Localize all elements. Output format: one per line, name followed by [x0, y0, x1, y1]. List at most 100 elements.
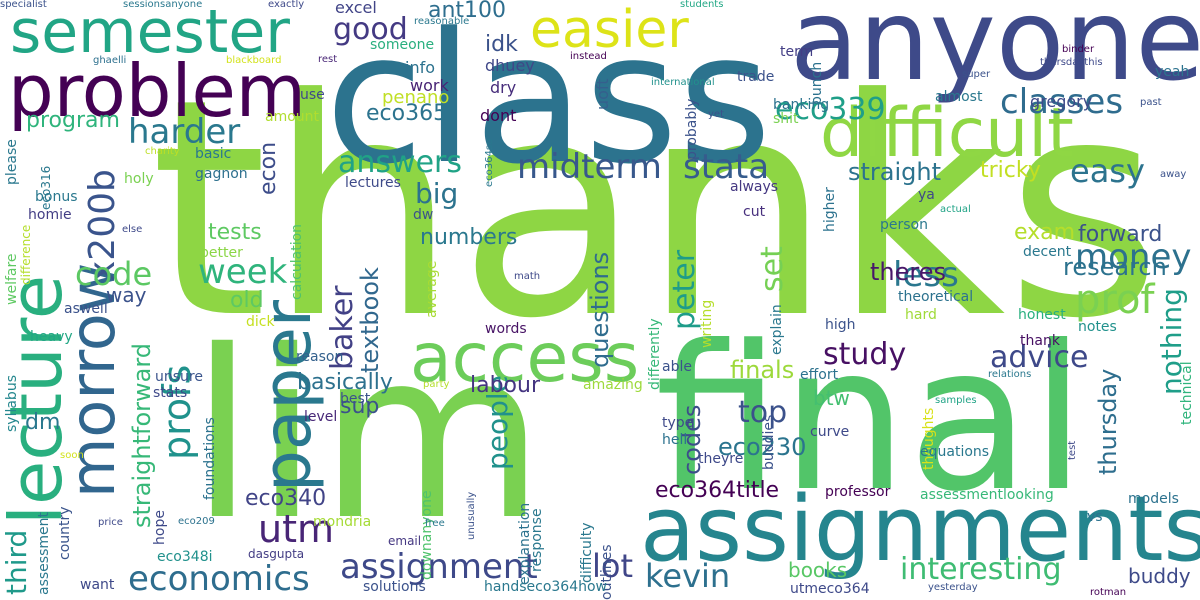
word-research: research	[1063, 253, 1167, 281]
word-higher: higher	[822, 187, 838, 232]
word-difficulty: difficulty	[579, 522, 595, 583]
word-able: able	[662, 359, 692, 375]
word-yesterday: yesterday	[928, 582, 978, 593]
word-type: type	[662, 415, 694, 431]
word-dw: dw	[413, 207, 434, 223]
word-trade: trade	[737, 69, 775, 85]
word-students: students	[680, 0, 724, 10]
word-assignment: assignment	[340, 547, 538, 587]
word-downanyone: downanyone	[419, 490, 435, 580]
word-eco348i: eco348i	[157, 549, 213, 565]
word-probably: probably	[684, 98, 700, 160]
word-assessmentlooking: assessmentlooking	[920, 487, 1054, 503]
word-work: work	[410, 76, 449, 95]
word-theoretical: theoretical	[898, 289, 974, 305]
word-someone: someone	[370, 37, 435, 53]
word-differently: differently	[647, 318, 663, 390]
word-heavy: heavy	[30, 329, 73, 345]
word-yet: yet	[708, 109, 724, 120]
word-rest: rest	[318, 54, 338, 65]
word-labour: labour	[470, 373, 541, 398]
word-holy: holy	[124, 171, 154, 187]
word-peter: peter	[667, 249, 702, 330]
word-reasonable: reasonable	[414, 16, 470, 27]
word-eco339: eco339	[775, 92, 886, 127]
word-banking: banking	[773, 97, 830, 113]
word-explain: explain	[769, 304, 785, 355]
word-stata: stata	[683, 147, 770, 187]
word-numbers: numbers	[420, 225, 518, 250]
word-eco316: eco316	[39, 165, 53, 210]
word-eco209: eco209	[178, 516, 215, 527]
word-away: away	[1160, 169, 1187, 180]
word-basically: basically	[297, 370, 393, 395]
word-theres: theres	[870, 258, 946, 286]
word-reason: reason	[296, 349, 344, 365]
word-blackboard: blackboard	[226, 55, 282, 66]
word-week: week	[198, 252, 288, 292]
word-money: money	[1075, 237, 1192, 277]
word-please: please	[4, 139, 20, 185]
word-lim: lim	[190, 301, 545, 571]
word-price: price	[98, 517, 123, 528]
word-email: email	[388, 534, 422, 548]
word-less: less	[893, 255, 959, 295]
word-thursdaythis: thursdaythis	[1040, 57, 1103, 68]
word-dm: dm	[25, 410, 61, 435]
word-vs: vs	[1087, 509, 1103, 525]
word-technical: technical	[1179, 361, 1195, 425]
word-old: old	[230, 288, 264, 313]
word-midterm: midterm	[517, 147, 662, 187]
word-tricky: tricky	[980, 158, 1041, 183]
word-tests: tests	[208, 220, 262, 245]
word-finals: finals	[730, 356, 795, 384]
word-books: books	[788, 558, 848, 582]
word-writing: writing	[699, 299, 715, 348]
word-big: big	[415, 177, 459, 210]
word-party: party	[423, 379, 450, 390]
word-aswell: aswell	[64, 301, 108, 317]
word-lectures: lectures	[345, 175, 401, 191]
word-thoughts: thoughts	[921, 407, 937, 470]
word-math: math	[514, 271, 541, 282]
word-prof: prof	[1075, 277, 1155, 323]
word-gregory: gregory	[1030, 92, 1093, 111]
word-international: international	[651, 77, 715, 88]
word-eco364title: eco364title	[655, 478, 780, 503]
word-super: super	[962, 69, 991, 80]
word-professor: professor	[825, 484, 891, 500]
word-hope: hope	[152, 510, 168, 545]
word-eco340: eco340	[245, 486, 327, 511]
word-amazing: amazing	[583, 377, 643, 393]
word-solutions: solutions	[363, 579, 426, 595]
word-want: want	[80, 577, 115, 593]
word-actual: actual	[940, 204, 971, 215]
word-interesting: interesting	[900, 552, 1062, 587]
word-good: good	[333, 12, 408, 47]
word-country: country	[57, 506, 73, 560]
word-samples: samples	[935, 395, 977, 406]
word-btw: btw	[813, 386, 850, 410]
word-yeah: yeah	[1155, 64, 1190, 80]
word-hard: hard	[905, 307, 937, 323]
word-use: use	[300, 87, 325, 103]
word-free: free	[425, 518, 445, 529]
word-foundations: foundations	[202, 417, 218, 500]
word-unusually: unusually	[466, 491, 477, 540]
word-stats: stats	[153, 385, 188, 401]
word-textbook: textbook	[356, 267, 384, 373]
word-sessionsanyone: sessionsanyone	[123, 0, 203, 10]
word-mondria: mondria	[313, 514, 372, 530]
word-dry: dry	[490, 78, 517, 97]
word-utm: utm	[258, 507, 334, 551]
word-lot: lot	[592, 547, 634, 585]
word-set: set	[755, 246, 790, 292]
word-idk: idk	[485, 32, 518, 57]
word-level: level	[304, 409, 338, 425]
word-problem: problem	[8, 49, 306, 133]
word-average: average	[424, 260, 440, 318]
word-questions: questions	[586, 251, 614, 368]
word-sup: sup	[340, 394, 380, 419]
word-ant100: ant100	[428, 0, 507, 23]
word-models: models	[1128, 491, 1179, 507]
